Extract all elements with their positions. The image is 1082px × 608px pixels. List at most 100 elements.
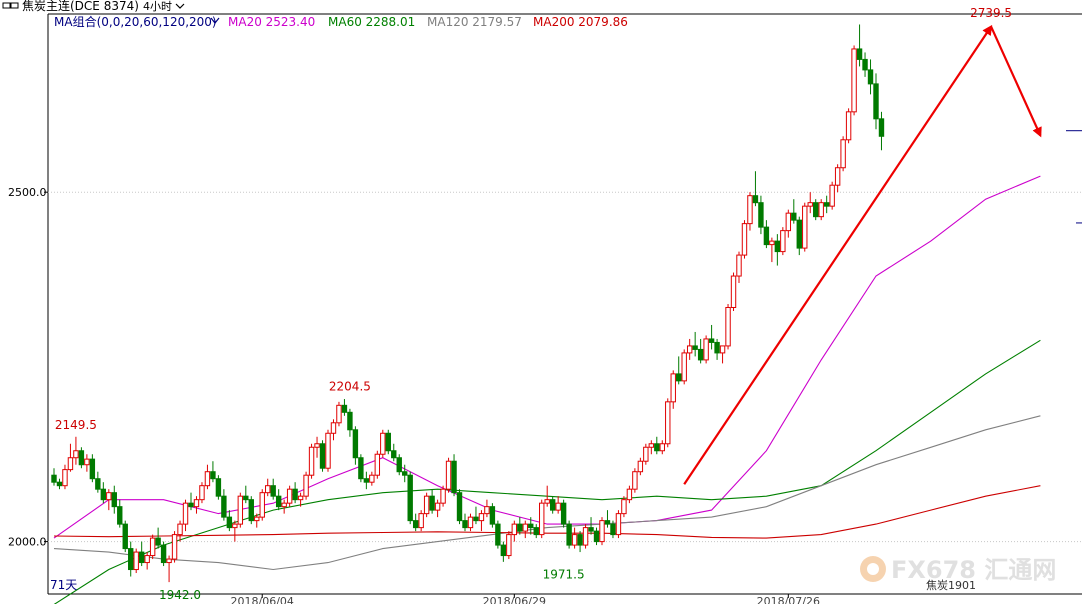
candle-body-30: [215, 478, 222, 497]
candle-85: [517, 517, 523, 535]
candle-31: [221, 489, 227, 521]
trend-arrow-0: [683, 24, 993, 485]
candle-body-119: [703, 338, 709, 361]
candle-body-81: [495, 523, 501, 546]
window-icon: [2, 2, 19, 9]
candle-98: [588, 517, 594, 535]
candle-90: [544, 485, 550, 507]
candle-body-134: [785, 212, 792, 232]
candle-body-111: [659, 443, 665, 452]
candle-body-73: [451, 460, 457, 494]
period-chevron-down-icon[interactable]: [175, 3, 185, 9]
candle-36: [248, 496, 254, 525]
candle-142: [829, 181, 835, 210]
candle-body-132: [774, 240, 781, 253]
candle-body-76: [467, 516, 474, 529]
trend-arrows-layer: [683, 24, 1082, 485]
y-tick-label-1: 2500.0: [8, 186, 47, 199]
watermark: FX678 汇通网: [860, 556, 1056, 584]
candle-body-12: [117, 506, 123, 525]
candle-body-88: [533, 527, 539, 536]
candle-body-92: [555, 502, 561, 511]
candle-69: [429, 489, 435, 514]
candle-114: [676, 356, 682, 385]
candle-body-90: [544, 499, 550, 504]
candle-3: [67, 443, 74, 472]
candle-body-19: [155, 537, 161, 546]
candle-135: [791, 199, 797, 224]
candle-body-75: [462, 520, 468, 529]
candle-116: [686, 338, 693, 360]
candle-body-122: [719, 345, 726, 354]
candle-56: [358, 454, 364, 483]
annotation-high-2: 2204.5: [329, 380, 371, 394]
candle-body-72: [445, 460, 452, 490]
candle-24: [182, 499, 189, 532]
candle-body-114: [676, 373, 682, 382]
candle-63: [396, 454, 402, 476]
candle-body-82: [500, 544, 507, 557]
candle-body-129: [758, 202, 764, 228]
ma-group-label[interactable]: MA组合(0,0,20,60,120,200): [54, 14, 217, 29]
candle-66: [412, 513, 419, 532]
candle-body-23: [177, 523, 183, 536]
candle-82: [500, 541, 507, 562]
candle-94: [566, 520, 572, 549]
ma-group-chevron-down-icon[interactable]: [210, 17, 220, 24]
candle-121: [714, 338, 720, 360]
candle-body-51: [330, 422, 337, 434]
candle-body-43: [286, 488, 293, 504]
candle-body-32: [226, 516, 233, 529]
candle-9: [100, 482, 107, 504]
candle-body-135: [791, 212, 797, 221]
candle-144: [840, 136, 846, 172]
candle-body-142: [829, 184, 835, 207]
candle-body-120: [708, 338, 715, 343]
ma200-legend: MA200 2079.86: [533, 15, 628, 29]
ma20-line: [53, 175, 1041, 539]
candle-body-128: [752, 195, 759, 204]
annotations-layer: 2149.5 1942.0 2204.5 1971.5 2739.5: [55, 6, 1012, 602]
candle-body-136: [796, 219, 802, 249]
candle-67: [418, 510, 424, 532]
candle-body-58: [369, 474, 375, 483]
candle-26: [193, 496, 200, 514]
candle-body-46: [303, 474, 309, 497]
candle-29: [210, 461, 216, 483]
candle-37: [254, 513, 260, 528]
candle-body-103: [615, 513, 622, 536]
candle-body-126: [741, 223, 748, 256]
candle-101: [604, 510, 611, 528]
candle-10: [106, 489, 112, 511]
candle-100: [599, 517, 605, 546]
candle-body-101: [604, 520, 611, 525]
annotation-low-1: 1942.0: [159, 588, 201, 602]
candle-body-22: [171, 534, 178, 560]
candle-body-11: [111, 492, 117, 508]
candle-body-147: [856, 48, 863, 60]
candle-132: [774, 234, 781, 266]
candle-body-118: [697, 348, 704, 361]
candle-128: [752, 171, 759, 207]
candle-127: [747, 192, 753, 231]
candle-body-4: [73, 450, 79, 459]
candle-11: [111, 485, 117, 514]
annotation-high-0: 2149.5: [55, 418, 97, 432]
x-tick-label-1: 2018/06/29: [483, 595, 546, 604]
candle-119: [703, 335, 709, 364]
candle-body-13: [122, 523, 128, 550]
candle-body-97: [582, 527, 589, 546]
annotation-low-3: 1971.5: [543, 568, 585, 582]
candle-50: [325, 429, 331, 472]
candle-70: [434, 499, 441, 518]
candle-body-62: [391, 450, 397, 459]
candle-76: [467, 513, 474, 532]
trend-arrow-1: [990, 26, 1042, 138]
candle-body-94: [566, 523, 572, 546]
candle-72: [445, 457, 452, 493]
candle-13: [122, 520, 128, 553]
period-label[interactable]: 4小时: [143, 0, 172, 13]
candle-body-104: [621, 499, 627, 515]
candle-body-60: [380, 432, 386, 455]
candle-30: [215, 475, 222, 500]
